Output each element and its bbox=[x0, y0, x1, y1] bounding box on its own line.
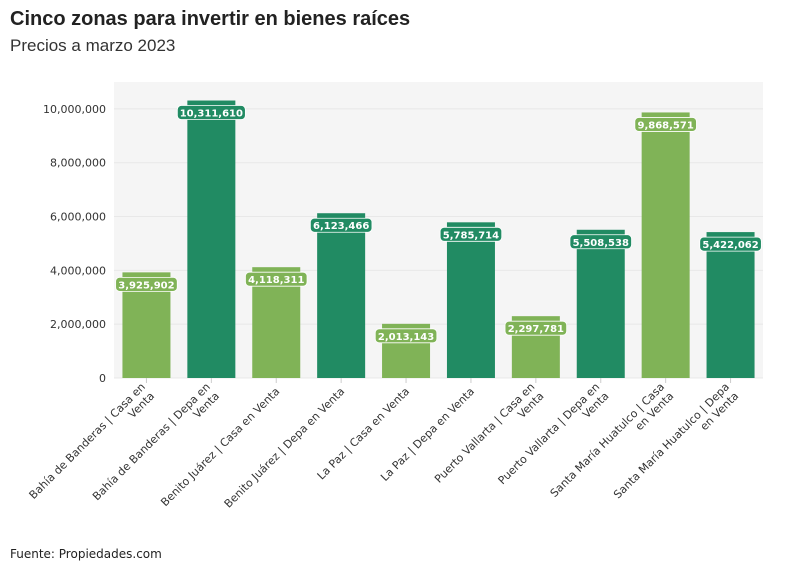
data-label: 2,013,143 bbox=[378, 332, 434, 343]
data-label-bg bbox=[309, 217, 373, 233]
y-tick-label: 0 bbox=[99, 372, 106, 385]
data-label-bg bbox=[699, 236, 762, 252]
data-label-bg bbox=[374, 328, 438, 344]
data-label-bg bbox=[176, 105, 246, 120]
x-axis-label: Santa María Huatulco | Casaen Venta bbox=[548, 380, 677, 509]
chart-subtitle: Precios a marzo 2023 bbox=[10, 36, 176, 55]
data-label: 3,925,902 bbox=[118, 280, 174, 291]
data-label-bg bbox=[115, 276, 178, 292]
y-tick-label: 4,000,000 bbox=[50, 264, 106, 277]
data-label: 2,297,781 bbox=[508, 324, 564, 335]
x-axis-label: Santa María Huatulco | Depaen Venta bbox=[611, 380, 741, 510]
y-tick-label: 6,000,000 bbox=[50, 211, 106, 224]
x-axis-label-line: Benito Juárez | Casa en Venta bbox=[158, 385, 282, 509]
data-label: 6,123,466 bbox=[313, 221, 369, 232]
y-tick-label: 10,000,000 bbox=[43, 103, 106, 116]
bar bbox=[317, 213, 366, 378]
y-tick-label: 8,000,000 bbox=[50, 157, 106, 170]
bar bbox=[706, 232, 755, 378]
bar bbox=[576, 229, 625, 378]
data-label-bg bbox=[504, 320, 568, 336]
data-label: 5,785,714 bbox=[443, 230, 499, 241]
data-label-bg bbox=[245, 271, 308, 287]
bar bbox=[187, 100, 236, 378]
data-label-bg bbox=[634, 117, 697, 132]
chart-title: Cinco zonas para invertir en bienes raíc… bbox=[10, 8, 411, 30]
x-axis-label-line: Benito Juárez | Depa en Venta bbox=[222, 385, 348, 511]
y-tick-label: 2,000,000 bbox=[50, 318, 106, 331]
x-axis-label: Benito Juárez | Casa en Venta bbox=[158, 385, 282, 509]
x-axis-label: Benito Juárez | Depa en Venta bbox=[222, 385, 348, 511]
data-label: 4,118,311 bbox=[248, 275, 304, 286]
x-axis-label: Puerto Vallarta | Casa enVenta bbox=[432, 380, 547, 495]
x-axis-label: Bahía de Banderas | Depa enVenta bbox=[90, 380, 222, 512]
bar bbox=[641, 112, 690, 378]
data-label: 5,422,062 bbox=[702, 240, 758, 251]
data-label: 10,311,610 bbox=[180, 109, 243, 120]
data-label: 9,868,571 bbox=[637, 120, 693, 131]
source-note: Fuente: Propiedades.com bbox=[10, 547, 162, 561]
data-label: 5,508,538 bbox=[573, 238, 629, 249]
data-label-bg bbox=[569, 234, 632, 250]
x-axis-label-line: Bahía de Banderas | Casa en bbox=[27, 380, 148, 501]
data-label-bg bbox=[439, 226, 503, 242]
bar bbox=[446, 222, 495, 378]
